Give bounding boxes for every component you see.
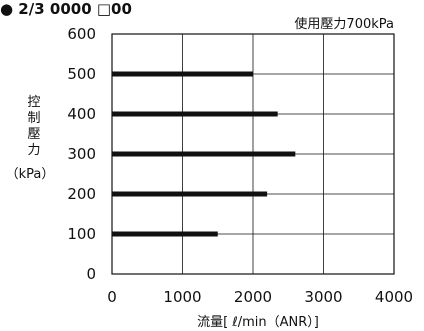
y-axis-label-char: 力 xyxy=(27,143,40,158)
y-axis-label-char: 控 xyxy=(27,95,40,110)
bar xyxy=(112,231,218,237)
x-tick-label: 0 xyxy=(107,288,117,306)
y-tick-label: 100 xyxy=(67,225,96,243)
y-tick-label: 400 xyxy=(67,105,96,123)
x-tick-label: 3000 xyxy=(304,288,342,306)
bars xyxy=(112,71,296,237)
bar xyxy=(112,151,296,157)
chart-annotation: 使用壓力700kPa xyxy=(294,16,394,32)
y-axis-label: 控 制 壓 力 （kPa） xyxy=(6,95,55,182)
bar xyxy=(112,71,253,77)
y-axis-unit: （kPa） xyxy=(6,167,55,182)
y-tick-label: 300 xyxy=(67,145,96,163)
bar xyxy=(112,111,278,117)
y-tick-label: 0 xyxy=(86,265,96,283)
y-axis-label-char: 制 xyxy=(27,111,40,126)
y-tick-label: 600 xyxy=(67,25,96,43)
x-tick-labels: 0 1000 2000 3000 4000 xyxy=(107,288,413,306)
x-tick-label: 1000 xyxy=(163,288,201,306)
y-tick-labels: 0 100 200 300 400 500 600 xyxy=(67,25,96,283)
header-text: ● 2/3 0000 □00 xyxy=(0,0,132,18)
y-axis-label-char: 壓 xyxy=(27,127,40,142)
x-axis-label: 流量[ ℓ/min（ANR）] xyxy=(197,315,319,330)
x-tick-label: 2000 xyxy=(234,288,272,306)
y-tick-label: 200 xyxy=(67,185,96,203)
y-tick-label: 500 xyxy=(67,65,96,83)
bar xyxy=(112,191,268,197)
x-tick-label: 4000 xyxy=(375,288,413,306)
